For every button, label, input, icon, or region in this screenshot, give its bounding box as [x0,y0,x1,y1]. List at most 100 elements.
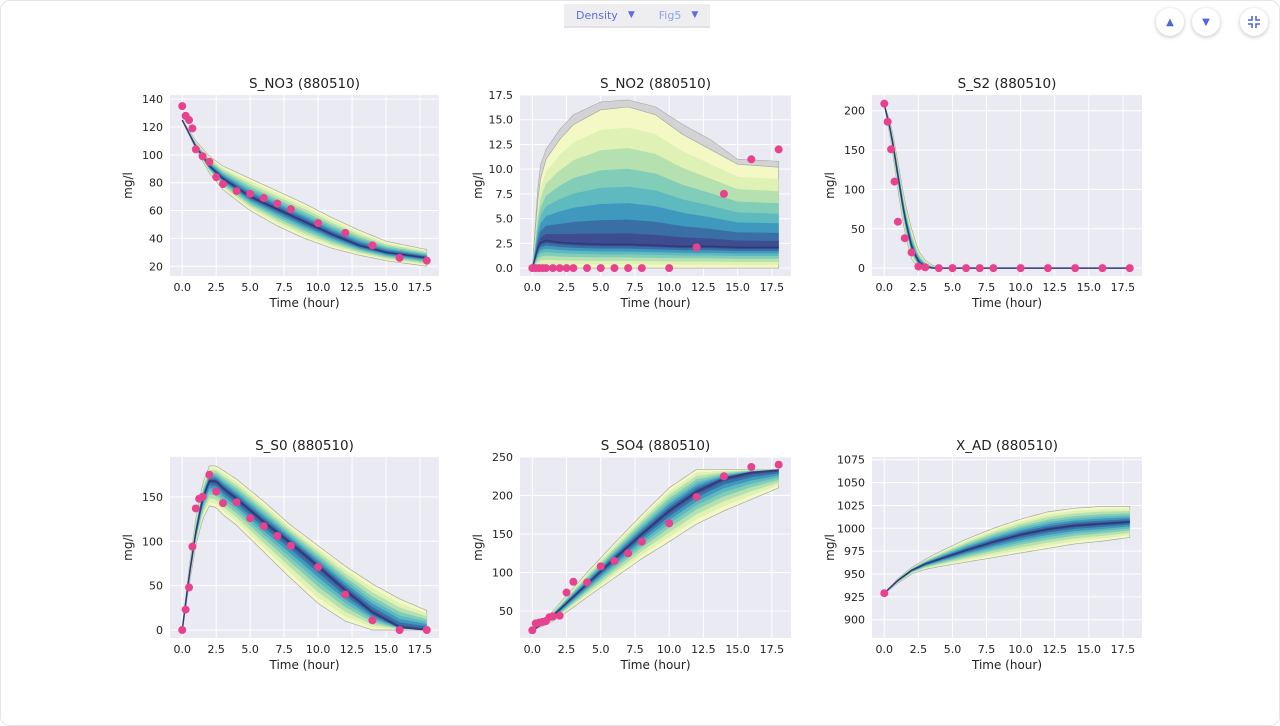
observed-point [191,145,200,154]
observed-point [883,117,892,126]
observed-point [218,180,227,189]
x-tick-label: 10.0 [657,643,682,656]
observed-point [273,531,282,540]
chart-title: S_NO3 (880510) [249,76,360,92]
y-tick-label: 100 [142,149,163,162]
y-tick-label: 7.5 [496,188,514,201]
observed-point [314,563,323,572]
y-tick-label: 0.0 [496,262,514,275]
observed-point [395,253,404,262]
observed-point [368,616,377,625]
observed-point [314,219,323,228]
y-tick-label: 150 [492,528,513,541]
observed-point [188,124,197,133]
previous-button[interactable]: ▲ [1156,8,1184,36]
x-tick-label: 12.5 [1042,281,1067,294]
x-tick-label: 15.0 [374,281,399,294]
observed-point [185,583,194,592]
x-tick-label: 5.0 [592,281,610,294]
x-tick-label: 12.5 [1042,643,1067,656]
observed-point [259,522,268,531]
median-line [181,480,427,631]
x-tick-label: 0.0 [876,281,894,294]
x-tick-label: 15.0 [1077,281,1102,294]
observed-point [774,145,783,154]
collapse-button[interactable] [1240,8,1268,36]
observed-point [246,189,255,198]
y-tick-label: 100 [142,535,163,548]
x-tick-label: 7.5 [626,643,644,656]
observed-point [205,470,214,479]
y-tick-label: 20 [149,260,163,273]
next-button[interactable]: ▼ [1192,8,1220,36]
observed-point [900,234,909,243]
observed-point [719,472,728,481]
observed-point [774,460,783,469]
x-tick-label: 5.0 [241,643,259,656]
observed-point [188,542,197,551]
y-tick-label: 17.5 [489,89,514,102]
x-tick-label: 12.5 [691,643,716,656]
x-tick-label: 12.5 [340,281,365,294]
observed-point [610,556,619,565]
y-tick-label: 1075 [837,454,865,467]
y-tick-label: 1000 [837,522,865,535]
figure-dropdown-label: Fig5 [658,8,682,22]
chart-title: S_SO4 (880510) [601,438,710,454]
observed-point [692,493,701,502]
observed-point [962,264,971,273]
x-axis-label: Time (hour) [268,296,339,310]
observed-point [624,549,633,558]
observed-point [273,199,282,208]
chart-title: S_S0 (880510) [255,438,354,454]
x-tick-label: 0.0 [173,281,191,294]
observed-point [569,577,578,586]
x-tick-label: 0.0 [524,281,542,294]
x-tick-label: 2.5 [207,281,225,294]
observed-point [548,612,557,621]
y-tick-label: 200 [844,105,865,118]
y-tick-label: 80 [149,177,163,190]
y-tick-label: 200 [492,490,513,503]
x-tick-label: 10.0 [1008,643,1033,656]
chart-panel-3: 0.0 2.5 5.0 7.5 10.0 12.5 15.0 17.5 0 50 100 150 200… [823,76,1142,310]
observed-point [692,243,701,252]
observed-point [341,228,350,237]
figure-dropdown[interactable]: Fig5 ▼ [647,4,711,26]
y-tick-label: 10.0 [489,163,514,176]
y-tick-label: 120 [142,121,163,134]
observed-point [1043,264,1052,273]
y-axis-label: mg/l [823,172,837,199]
observed-point [1125,264,1134,273]
x-tick-label: 17.5 [760,643,785,656]
y-tick-label: 50 [149,580,163,593]
observed-point [198,152,207,161]
x-tick-label: 17.5 [1111,281,1136,294]
observed-point [212,173,221,182]
x-tick-label: 10.0 [1008,281,1033,294]
y-tick-label: 975 [844,545,865,558]
observed-point [181,605,190,614]
x-tick-label: 15.0 [1077,643,1102,656]
density-layer [884,519,1130,594]
density-dropdown[interactable]: Density ▼ [564,4,647,26]
observed-point [422,626,431,635]
y-tick-label: 150 [142,491,163,504]
observed-point [368,241,377,250]
x-tick-label: 10.0 [306,281,331,294]
observed-point [637,264,646,273]
y-tick-label: 900 [844,614,865,627]
observed-point [246,514,255,523]
x-tick-label: 5.0 [241,281,259,294]
figure-toolbar: Density ▼ Fig5 ▼ [564,4,711,28]
x-tick-label: 2.5 [558,643,576,656]
x-tick-label: 15.0 [725,281,750,294]
observed-point [907,248,916,257]
observed-point [975,264,984,273]
observed-point [286,541,295,550]
x-tick-label: 0.0 [524,643,542,656]
chart-title: X_AD (880510) [956,438,1058,454]
y-tick-label: 250 [492,451,513,464]
x-tick-label: 12.5 [340,643,365,656]
density-dropdown-label: Density [576,8,618,22]
